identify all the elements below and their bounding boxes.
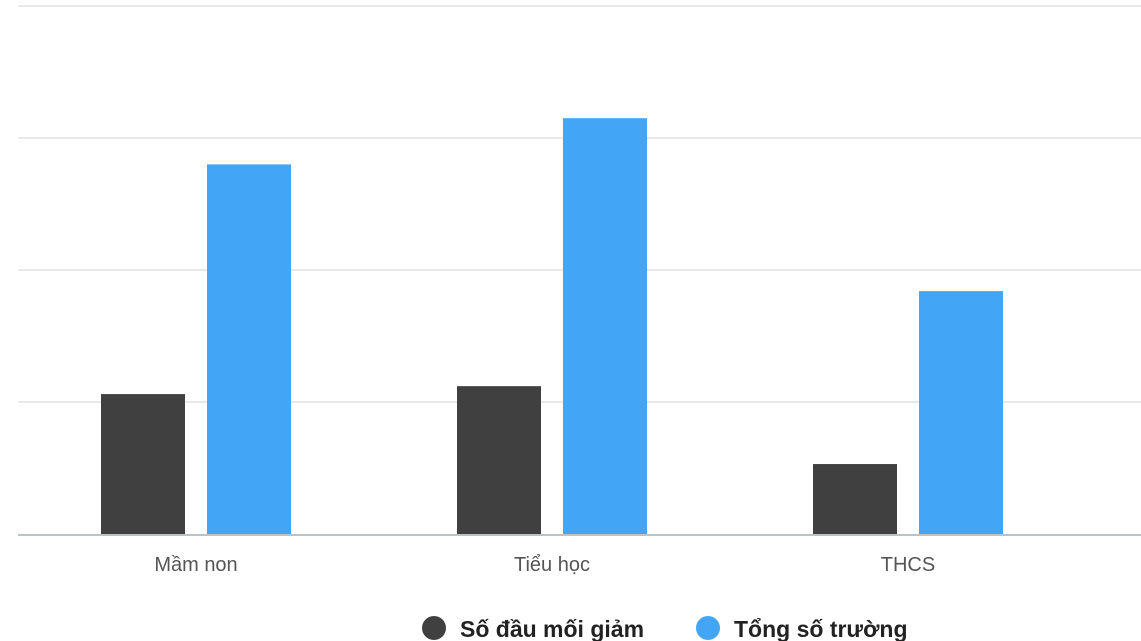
bar-series-0-category-2 — [813, 464, 897, 534]
legend-label-so-dau-moi-giam: Số đầu mối giảm — [460, 616, 644, 641]
legend-item-so-dau-moi-giam: Số đầu mối giảm — [422, 616, 644, 641]
bar-series-0-category-1 — [457, 386, 541, 534]
bar-series-1-category-1 — [563, 118, 647, 534]
category-labels: Mầm non Tiểu học THCS — [154, 554, 935, 576]
bars — [101, 118, 1003, 534]
legend-marker-tong-so-truong — [696, 616, 720, 640]
legend-marker-so-dau-moi-giam — [422, 616, 446, 640]
category-label-tieu-hoc: Tiểu học — [514, 554, 590, 576]
legend: Số đầu mối giảm Tổng số trường — [422, 616, 908, 641]
legend-label-tong-so-truong: Tổng số trường — [734, 616, 908, 641]
bar-series-0-category-0 — [101, 394, 185, 534]
legend-item-tong-so-truong: Tổng số trường — [696, 616, 908, 641]
category-label-mam-non: Mầm non — [154, 554, 237, 576]
bar-series-1-category-2 — [919, 291, 1003, 534]
bar-series-1-category-0 — [207, 164, 291, 534]
category-label-thcs: THCS — [881, 554, 935, 576]
